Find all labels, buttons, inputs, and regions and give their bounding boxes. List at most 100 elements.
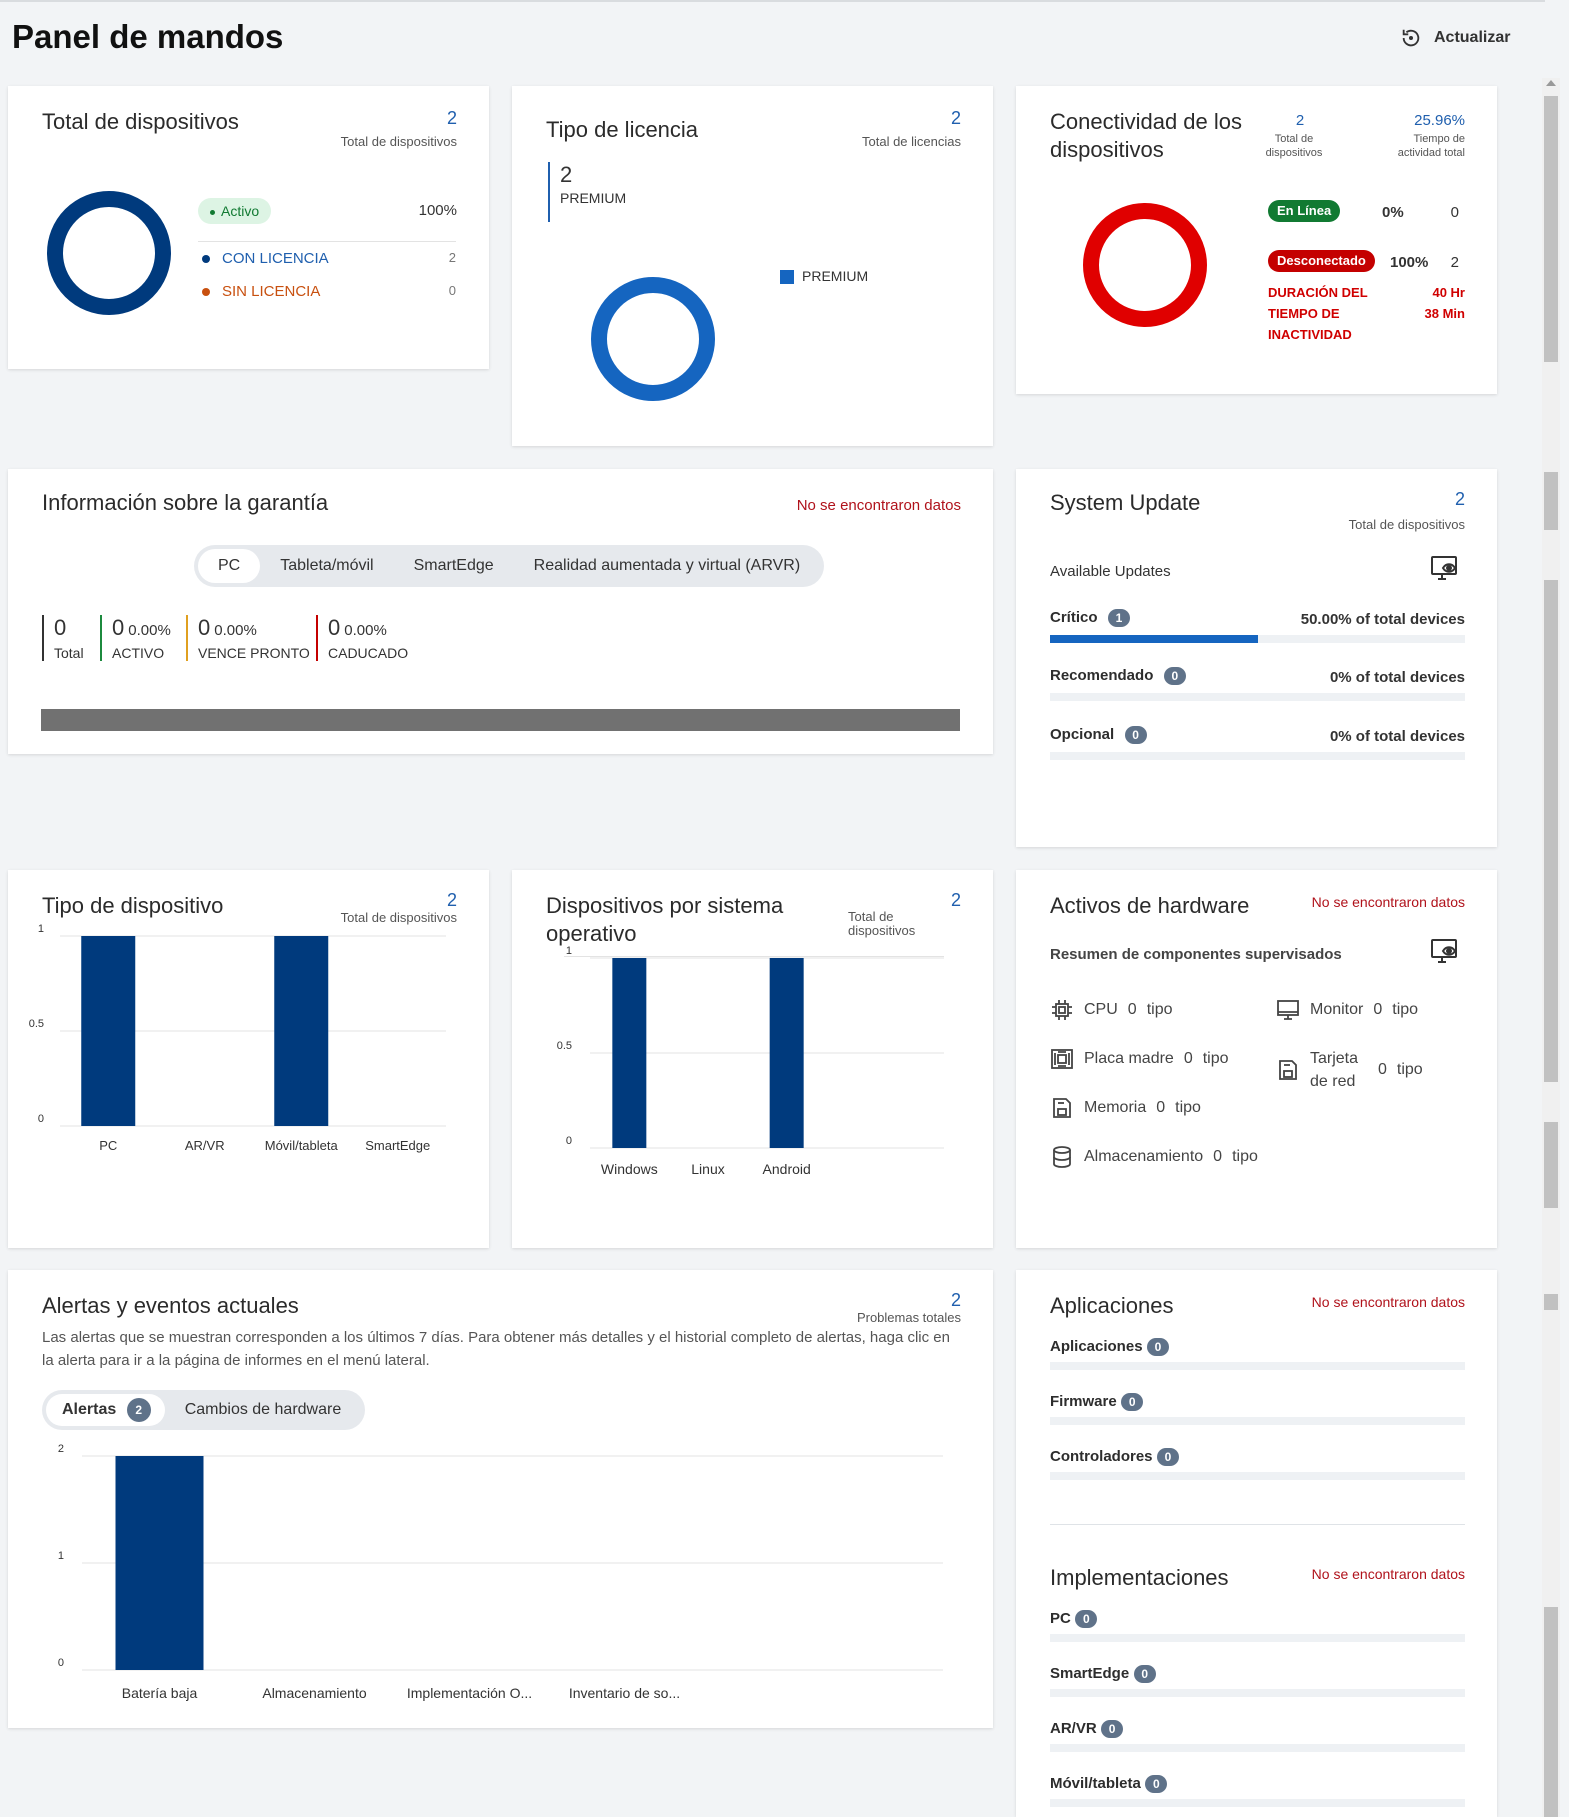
tab-smartedge[interactable]: SmartEdge (413, 557, 494, 574)
scrollbar-thumb[interactable] (1544, 472, 1558, 530)
scrollbar-thumb[interactable] (1544, 96, 1558, 362)
hardware-network-card[interactable]: Tarjeta de red 0 tipo (1276, 1047, 1423, 1093)
connectivity-donut (1083, 203, 1207, 327)
drivers-row[interactable]: Controladores 0 (1050, 1448, 1179, 1466)
alerts-description: Las alertas que se muestran corresponden… (42, 1329, 950, 1369)
deployment-smartedge-row[interactable]: SmartEdge 0 (1050, 1665, 1156, 1683)
refresh-icon (1402, 29, 1420, 47)
view-monitor-icon[interactable] (1430, 938, 1460, 966)
status-percentage: 100% (418, 202, 457, 219)
license-count-label: Total de licencias (862, 134, 961, 149)
hardware-storage[interactable]: Almacenamiento 0 tipo (1050, 1145, 1258, 1169)
hardware-monitor[interactable]: Monitor 0 tipo (1276, 998, 1418, 1022)
warranty-no-data: No se encontraron datos (796, 497, 961, 514)
optional-row[interactable]: Opcional 0 0% of total devices (1050, 726, 1465, 745)
scrollbar-thumb[interactable] (1544, 580, 1558, 1082)
card-title: Información sobre la garantía (42, 490, 329, 515)
os-devices-card: Dispositivos por sistema operativo 2 Tot… (512, 870, 993, 1248)
y-tick-label: 1 (58, 1550, 64, 1562)
activity-percent[interactable]: 25.96% (1414, 112, 1465, 129)
device-type-card: Tipo de dispositivo 2 Total de dispositi… (8, 870, 489, 1248)
view-monitor-icon[interactable] (1430, 555, 1460, 583)
connectivity-devices-count[interactable]: 2 (1295, 112, 1305, 129)
devices-donut (47, 191, 171, 315)
warranty-progress-bar (41, 709, 960, 731)
deployments-title: Implementaciones (1050, 1565, 1229, 1590)
category-label: Implementación O... (407, 1685, 532, 1701)
scrollbar[interactable] (1542, 78, 1560, 1817)
hardware-motherboard[interactable]: Placa madre 0 tipo (1050, 1047, 1229, 1071)
deployment-arvr-row[interactable]: AR/VR 0 (1050, 1720, 1124, 1738)
refresh-button[interactable]: Actualizar (1400, 27, 1510, 49)
y-tick-label: 2 (58, 1443, 64, 1455)
update-device-count[interactable]: 2 (1454, 489, 1465, 509)
license-donut (591, 277, 715, 401)
card-title: Tipo de licencia (546, 117, 699, 142)
category-label: PC (99, 1138, 117, 1153)
warranty-card: Información sobre la garantía No se enco… (8, 469, 993, 754)
connectivity-card: Conectividad de los dispositivos 2 Total… (1016, 86, 1497, 394)
y-tick-label: 0 (566, 1135, 572, 1147)
hardware-memory[interactable]: Memoria 0 tipo (1050, 1096, 1201, 1120)
y-tick-label: 0.5 (557, 1040, 572, 1052)
device-type-count[interactable]: 2 (446, 890, 457, 910)
card-title: Tipo de dispositivo (42, 893, 224, 918)
critical-badge: 1 (1107, 609, 1130, 627)
hardware-no-data: No se encontraron datos (1311, 894, 1465, 910)
tab-tablet-mobile[interactable]: Tableta/móvil (280, 557, 374, 574)
scrollbar-thumb[interactable] (1544, 1607, 1558, 1817)
storage-icon (1053, 1146, 1071, 1168)
alerts-tab-badge: 2 (126, 1397, 151, 1422)
card-title: Dispositivos por sistema operativo (546, 893, 784, 946)
recommended-track (1050, 693, 1465, 701)
deployment-mobile-track (1050, 1799, 1465, 1807)
device-count-label: Total de dispositivos (340, 134, 457, 149)
deployment-mobile-row[interactable]: Móvil/tableta 0 (1050, 1775, 1168, 1793)
network-card-icon (1279, 1060, 1297, 1080)
monitor-icon (1277, 1000, 1299, 1020)
bar (81, 936, 136, 1126)
offline-count: 2 (1450, 254, 1459, 271)
warranty-active: 0 0.00% ACTIVO (100, 615, 171, 661)
alerts-count[interactable]: 2 (950, 1290, 961, 1310)
category-label: Batería baja (122, 1685, 198, 1701)
applications-row[interactable]: Aplicaciones 0 (1050, 1338, 1169, 1356)
license-count[interactable]: 2 (950, 108, 961, 128)
category-label: Windows (601, 1161, 658, 1177)
category-label: AR/VR (185, 1138, 225, 1153)
firmware-row[interactable]: Firmware 0 (1050, 1393, 1144, 1411)
scroll-up-arrow[interactable] (1546, 80, 1556, 86)
premium-stat: 2 PREMIUM (548, 162, 626, 222)
deployment-pc-row[interactable]: PC 0 (1050, 1610, 1098, 1628)
tab-hardware-changes[interactable]: Cambios de hardware (184, 1401, 342, 1418)
hardware-cpu[interactable]: CPU 0 tipo (1050, 998, 1172, 1022)
connectivity-devices-label: Total de dispositivos (1265, 133, 1323, 159)
tab-pc[interactable]: PC (198, 549, 261, 583)
page-title: Panel de mandos (12, 18, 284, 55)
offline-percent: 100% (1390, 254, 1429, 271)
card-title: System Update (1050, 490, 1201, 515)
tab-arvr[interactable]: Realidad aumentada y virtual (ARVR) (533, 557, 801, 574)
deployments-no-data: No se encontraron datos (1311, 1566, 1465, 1582)
licensed-row[interactable]: CON LICENCIA 2 (202, 250, 462, 267)
online-badge: En Línea (1268, 200, 1341, 222)
memory-icon (1053, 1098, 1071, 1118)
hardware-card: Activos de hardware No se encontraron da… (1016, 870, 1497, 1248)
bar (274, 936, 329, 1126)
category-label: Android (763, 1161, 811, 1177)
unlicensed-row[interactable]: SIN LICENCIA 0 (202, 283, 462, 300)
critical-row[interactable]: Crítico 1 50.00% of total devices (1050, 609, 1465, 628)
y-tick-label: 0 (38, 1113, 44, 1125)
scrollbar-thumb[interactable] (1544, 1122, 1558, 1208)
os-devices-count[interactable]: 2 (950, 890, 961, 910)
device-count[interactable]: 2 (446, 108, 457, 128)
recommended-row[interactable]: Recomendado 0 0% of total devices (1050, 667, 1465, 686)
tab-alerts[interactable]: Alertas 2 (46, 1394, 165, 1426)
applications-no-data: No se encontraron datos (1311, 1294, 1465, 1310)
legend-premium[interactable]: PREMIUM (780, 268, 868, 285)
scrollbar-thumb[interactable] (1544, 1294, 1558, 1310)
os-devices-label: Total de dispositivos (848, 909, 916, 938)
os-devices-chart: 1 0.5 0 Windows Linux Android (557, 945, 944, 1177)
category-label: SmartEdge (365, 1138, 430, 1153)
firmware-track (1050, 1417, 1465, 1425)
